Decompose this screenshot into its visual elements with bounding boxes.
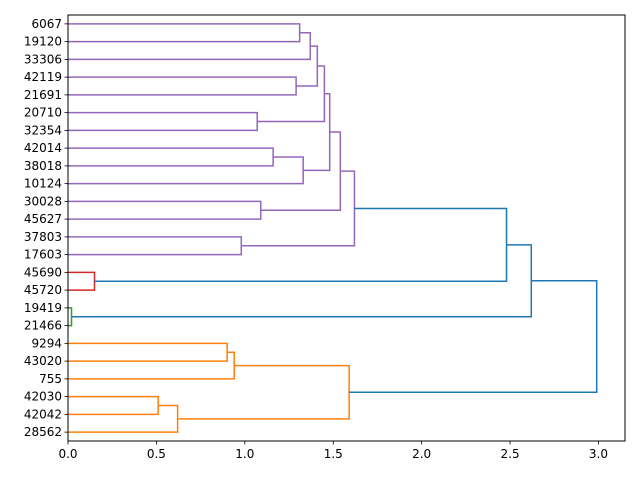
dendrogram-link [68,111,258,132]
dendrogram-link [349,280,598,393]
y-tick-label: 42030 [24,390,62,404]
dendrogram-link [68,271,96,291]
y-tick-label: 17603 [24,248,62,262]
y-tick-label: 32354 [24,123,62,137]
dendrogram-link [241,170,356,247]
y-tick-label: 19120 [24,35,62,49]
x-axis: 0.0 0.5 1.0 1.5 2.0 2.5 3.0 [58,441,608,461]
dendrogram-link [260,131,342,211]
x-tick-label: 2.5 [501,447,520,461]
y-axis: 6067 19120 33306 42119 21691 20710 32354 42014 3… [24,17,68,439]
dendrogram-link [68,307,73,327]
y-tick-label: 21691 [24,88,62,102]
y-tick-label: 20710 [24,106,62,120]
y-tick-label: 45720 [24,283,62,297]
dendrogram-link [68,23,301,43]
y-tick-label: 43020 [24,354,62,368]
y-tick-label: 19419 [24,301,62,315]
dendrogram-link [177,364,350,420]
y-tick-label: 42042 [24,407,62,421]
y-tick-label: 37803 [24,230,62,244]
y-tick-label: 30028 [24,194,62,208]
dendrogram-link [68,147,274,167]
y-tick-label: 42014 [24,141,62,155]
y-tick-label: 45627 [24,212,62,226]
y-tick-label: 42119 [24,70,62,84]
y-tick-label: 38018 [24,159,62,173]
y-tick-label: 21466 [24,319,62,333]
y-tick-label: 28562 [24,425,62,439]
x-tick-label: 1.0 [235,447,254,461]
y-tick-label: 45690 [24,265,62,279]
y-tick-label: 10124 [24,177,62,191]
y-tick-label: 755 [39,372,62,386]
x-tick-label: 0.0 [58,447,77,461]
x-tick-label: 2.0 [412,447,431,461]
y-tick-label: 33306 [24,52,62,66]
plot-frame [67,14,626,442]
x-tick-label: 0.5 [147,447,166,461]
link-layer [68,23,598,433]
x-tick-label: 3.0 [589,447,608,461]
y-tick-label: 9294 [31,336,62,350]
y-tick-label: 6067 [31,17,62,31]
x-tick-label: 1.5 [324,447,343,461]
